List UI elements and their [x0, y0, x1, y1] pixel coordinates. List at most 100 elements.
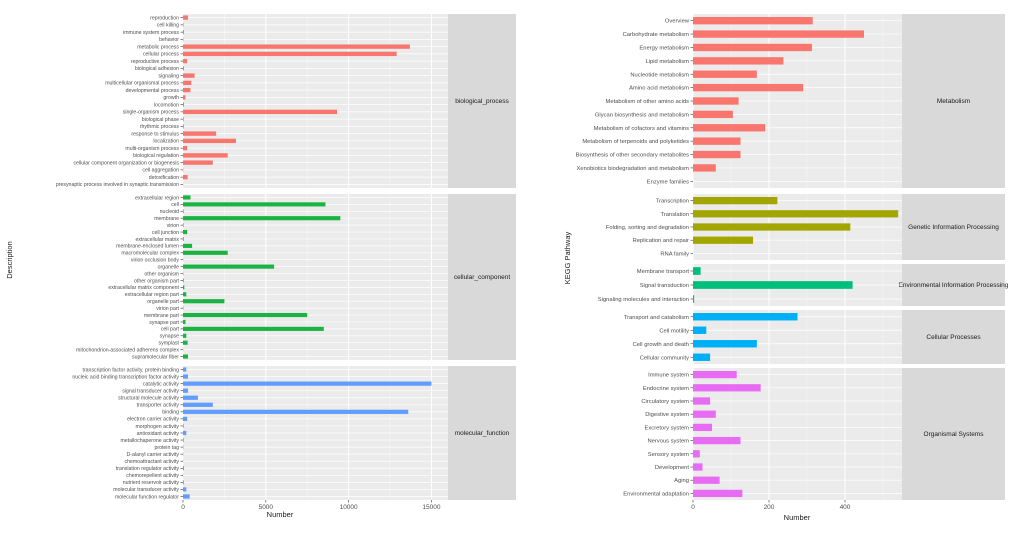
bar-carbohydrate-metabolism [693, 30, 864, 37]
y-tick-label: biological phase [142, 117, 179, 123]
y-tick-label: extracellular matrix [135, 237, 179, 243]
y-tick-label: extracellular matrix component [108, 285, 179, 291]
y-tick-label: cellular process [143, 52, 179, 58]
y-tick-label: Circulatory system [641, 399, 689, 405]
x-tick-label: 200 [764, 504, 775, 511]
bar-developmental-process [183, 88, 190, 92]
y-tick-label: protein tag [154, 445, 179, 451]
bar-metabolism-of-terpenoids-and-polyketides [693, 137, 741, 144]
y-tick-label: Endocrine system [643, 386, 689, 392]
x-tick-label: 0 [691, 504, 695, 511]
y-tick-label: other organism part [134, 278, 180, 284]
bar-growth [183, 95, 185, 99]
y-tick-label: Digestive system [645, 412, 689, 418]
bar-detoxification [183, 175, 188, 179]
y-tick-label: Translation [661, 212, 689, 218]
y-tick-label: organelle [158, 264, 179, 270]
y-tick-label: Carbohydrate metabolism [623, 32, 690, 38]
bar-antioxidant-activity [183, 431, 186, 435]
facet-strip-label: cellular_component [454, 274, 511, 281]
x-tick-label: 400 [840, 504, 851, 511]
bar-extracellular-region [183, 195, 190, 199]
y-tick-label: Cellular community [640, 355, 689, 361]
y-tick-label: localization [153, 139, 179, 145]
bar-membrane [183, 216, 340, 220]
y-tick-label: translation regulator activity [116, 466, 180, 472]
y-tick-label: Replication and repair [633, 238, 689, 244]
y-tick-label: synapse part [149, 320, 179, 326]
y-tick-label: Energy metabolism [639, 45, 689, 51]
y-tick-label: transporter activity [137, 403, 180, 409]
y-tick-label: binding [162, 410, 179, 416]
bar-immune-system [693, 371, 737, 378]
y-tick-label: multi-organism process [125, 146, 179, 152]
bar-transporter-activity [183, 403, 213, 407]
bar-reproduction [183, 15, 188, 19]
bar-circulatory-system [693, 397, 710, 404]
y-axis-title: KEGG Pathway [563, 231, 572, 284]
y-tick-label: single-organism process [123, 110, 180, 116]
y-tick-label: reproduction [150, 15, 179, 21]
y-tick-label: Transcription [656, 199, 689, 205]
y-tick-label: Excretory system [645, 425, 690, 431]
bar-supramolecular-fiber [183, 354, 188, 358]
bar-excretory-system [693, 424, 712, 431]
y-tick-label: cellular component organization or bioge… [73, 160, 179, 166]
y-tick-label: virion part [156, 306, 179, 312]
bar-morphogen-activity [183, 424, 184, 428]
y-tick-label: chemoattractant activity [125, 459, 180, 465]
y-axis-title: Description [5, 241, 14, 279]
y-tick-label: biological adhesion [135, 66, 179, 72]
bar-symplast [183, 341, 188, 345]
y-tick-label: Biosynthesis of other secondary metaboli… [576, 153, 690, 159]
y-tick-label: nutrient reservoir activity [123, 480, 180, 486]
y-tick-label: Sensory system [648, 452, 689, 458]
y-tick-label: chemorepellent activity [126, 473, 179, 479]
bar-metabolism-of-cofactors-and-vitamins [693, 124, 765, 131]
bar-environmental-adaptation [693, 490, 742, 497]
bar-organelle [183, 265, 274, 269]
y-tick-label: Environmental adaptation [623, 491, 689, 497]
bar-signal-transduction [693, 281, 853, 289]
y-tick-label: Metabolism of cofactors and vitamins [594, 126, 689, 132]
y-tick-label: membrane-enclosed lumen [116, 244, 179, 250]
facet-strip-label: Organismal Systems [924, 431, 985, 438]
y-tick-label: cell junction [152, 230, 179, 236]
facet-strip-label: Genetic Information Processing [908, 224, 999, 231]
y-tick-label: symplast [159, 341, 180, 347]
y-tick-label: Aging [674, 478, 689, 484]
y-tick-label: molecular function regulator [115, 494, 179, 500]
y-tick-label: presynaptic process involved in synaptic… [56, 182, 179, 188]
bar-membrane-enclosed-lumen [183, 244, 192, 248]
y-tick-label: Glycan biosynthesis and metabolism [595, 112, 689, 118]
y-tick-label: multicellular organismal process [105, 81, 179, 87]
facet-strip-label: Metabolism [937, 98, 970, 105]
bar-cell [183, 202, 325, 206]
y-tick-label: membrane part [144, 313, 180, 319]
y-tick-label: cell [171, 202, 179, 208]
y-tick-label: virion occlusion body [131, 258, 180, 264]
bar-sensory-system [693, 450, 700, 457]
y-tick-label: Signal transduction [640, 283, 689, 289]
bar-aging [693, 477, 720, 484]
bar-response-to-stimulus [183, 131, 216, 135]
y-tick-label: structural molecule activity [118, 396, 179, 402]
y-tick-label: nucleic acid binding transcription facto… [72, 374, 179, 380]
bar-cell-motility [693, 327, 706, 334]
bar-cellular-component-organization-or-biogenesis [183, 160, 213, 164]
y-tick-label: signal transducer activity [122, 389, 179, 395]
y-tick-label: behavior [159, 37, 179, 43]
y-tick-label: Signaling molecules and interaction [598, 297, 689, 303]
facet-strip-label: Environmental Information Processing [899, 282, 1009, 289]
y-tick-label: molecular transducer activity [113, 487, 179, 493]
bar-cell-junction [183, 230, 187, 234]
bar-molecular-function-regulator [183, 494, 190, 498]
bar-nucleotide-metabolism [693, 71, 757, 78]
y-tick-label: Nervous system [647, 439, 689, 445]
y-tick-label: response to stimulus [131, 131, 179, 137]
bar-synapse [183, 334, 186, 338]
bar-replication-and-repair [693, 237, 753, 244]
y-tick-label: developmental process [126, 88, 180, 94]
